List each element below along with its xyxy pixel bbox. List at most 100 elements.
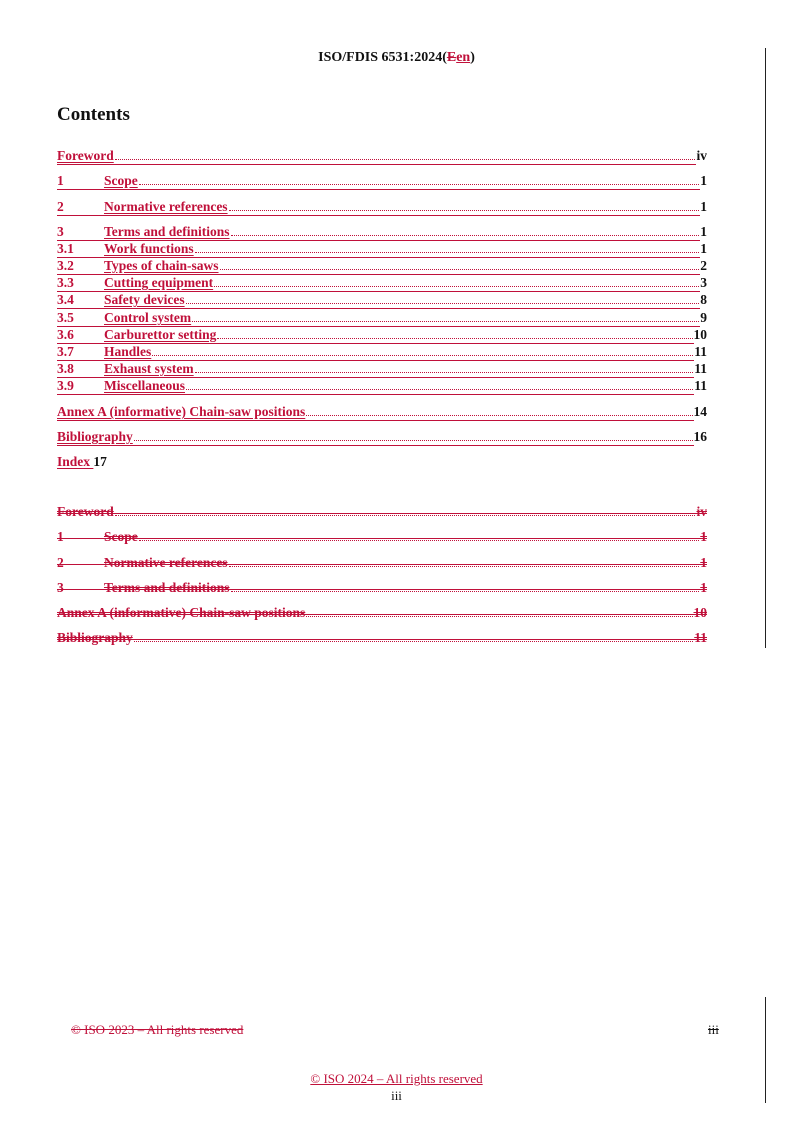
toc-entry-number: 2: [57, 555, 64, 570]
toc-leader-dots: [114, 159, 696, 160]
toc-leader-dots: [230, 235, 700, 236]
toc-entry-title: Terms and definitions: [104, 224, 230, 239]
insertion-underline: [57, 376, 694, 378]
toc-entry-page: 10: [693, 327, 708, 342]
toc-entry-number: 3.4: [57, 292, 74, 307]
toc-entry[interactable]: Bibliography 16: [57, 429, 708, 446]
toc-entry-number: 1: [57, 529, 64, 544]
insertion-underline: [57, 188, 700, 190]
toc-entry-page: 11: [694, 361, 707, 376]
header-deleted-lang: E: [446, 50, 457, 65]
toc-entry-label: 3.6 Carburettor setting: [57, 327, 216, 343]
footer-old-copyright: © ISO 2023 – All rights reserved: [71, 1022, 244, 1037]
toc-index-entry[interactable]: Index 17: [57, 454, 107, 470]
toc-entry[interactable]: Foreword iv: [57, 148, 707, 165]
toc-leader-dots: [217, 338, 693, 339]
toc-entry-page: 16: [693, 429, 708, 444]
toc-entry[interactable]: 3.4 Safety devices 8: [57, 292, 707, 309]
toc-entry-label: 3.8 Exhaust system: [57, 361, 194, 377]
insertion-underline: [57, 444, 694, 446]
toc-entry[interactable]: 3.2 Types of chain-saws 2: [57, 258, 707, 275]
toc-entry[interactable]: Annex A (informative) Chain-saw position…: [57, 605, 707, 621]
toc-entry-label: 2 Normative references: [57, 199, 228, 215]
insertion-underline: [57, 163, 696, 165]
toc-entry-title: Scope: [104, 173, 138, 188]
toc-entry[interactable]: Foreword iv: [57, 504, 707, 520]
toc-entry-title: Terms and definitions: [104, 580, 230, 595]
insertion-underline: [57, 359, 694, 361]
toc-entry-number: 3.3: [57, 275, 74, 290]
toc-leader-dots: [138, 184, 700, 185]
toc-entry-title: Annex A (informative) Chain-saw position…: [57, 404, 306, 419]
insertion-underline: [57, 239, 700, 241]
deletion-strike: [57, 639, 707, 641]
toc-leader-dots: [194, 372, 694, 373]
change-bar-footer: [765, 997, 766, 1103]
toc-entry-number: 3: [57, 224, 64, 239]
deletion-strike: [57, 538, 707, 540]
change-bar: [765, 48, 766, 648]
footer-new-page: iii: [391, 1088, 402, 1103]
insertion-underline: [57, 307, 700, 309]
toc-entry-page: 1: [700, 555, 707, 570]
toc-entry[interactable]: 3.8 Exhaust system 11: [57, 361, 707, 378]
toc-entry[interactable]: 1 Scope 1: [57, 529, 707, 545]
toc-leader-dots: [192, 321, 700, 322]
toc-entry[interactable]: Bibliography 11: [57, 630, 707, 646]
toc-entry[interactable]: 3.7 Handles 11: [57, 344, 707, 361]
toc-entry-page: 1: [700, 224, 707, 239]
toc-leader-dots: [230, 591, 700, 592]
footer-old-page: iii: [708, 1022, 719, 1037]
toc-entry-label: 3.3 Cutting equipment: [57, 275, 213, 291]
toc-entry[interactable]: 2 Normative references 1: [57, 555, 707, 571]
toc-entry[interactable]: 3.5 Control system 9: [57, 310, 707, 327]
toc-entry-label: Bibliography: [57, 429, 133, 445]
toc-entry-page: 2: [700, 258, 707, 273]
toc-leader-dots: [306, 616, 693, 617]
deletion-strike: [57, 614, 707, 616]
toc-entry[interactable]: 3.3 Cutting equipment 3: [57, 275, 707, 292]
toc-entry-page: 1: [700, 580, 707, 595]
toc-entry-title: Miscellaneous: [104, 378, 185, 393]
toc-leader-dots: [214, 286, 700, 287]
toc-entry-number: 3.6: [57, 327, 74, 342]
insertion-underline: [57, 273, 700, 275]
toc-entry[interactable]: 3.1 Work functions 1: [57, 241, 707, 258]
toc-entry-number: 3: [57, 580, 64, 595]
toc-leader-dots: [114, 515, 696, 516]
toc-entry[interactable]: 3.6 Carburettor setting 10: [57, 327, 708, 344]
toc-entry-page: 11: [694, 344, 707, 359]
toc-entry-number: 3.8: [57, 361, 74, 376]
toc-entry-number: 3.9: [57, 378, 74, 393]
toc-entry-label: 3.1 Work functions: [57, 241, 194, 257]
toc-entry-title: Normative references: [104, 555, 228, 570]
insertion-underline: [57, 256, 700, 258]
toc-entry-number: 1: [57, 173, 64, 188]
toc-entry[interactable]: 3.9 Miscellaneous 11: [57, 378, 707, 395]
deletion-strike: [57, 589, 707, 591]
toc-leader-dots: [152, 355, 694, 356]
toc-entry-number: 3.2: [57, 258, 74, 273]
toc-entry[interactable]: 1 Scope 1: [57, 173, 707, 190]
toc-entry[interactable]: 3 Terms and definitions 1: [57, 224, 707, 241]
toc-entry[interactable]: 2 Normative references 1: [57, 199, 707, 216]
insertion-underline: [57, 342, 694, 344]
toc-leader-dots: [194, 252, 700, 253]
toc-entry-title: Control system: [104, 310, 192, 325]
toc-leader-dots: [133, 641, 694, 642]
page-title: Contents: [57, 104, 130, 125]
toc-entry-page: 10: [693, 605, 708, 620]
toc-entry-title: Bibliography: [57, 630, 133, 645]
toc-entry[interactable]: 3 Terms and definitions 1: [57, 580, 707, 596]
deletion-strike: [57, 564, 707, 566]
toc-entry-label: 3.9 Miscellaneous: [57, 378, 185, 394]
toc-entry-page: 3: [700, 275, 707, 290]
toc-entry-label: Annex A (informative) Chain-saw position…: [57, 404, 305, 420]
toc-entry-title: Bibliography: [57, 429, 133, 444]
header-suffix: ): [470, 50, 475, 65]
toc-leader-dots: [133, 440, 693, 441]
toc-leader-dots: [138, 540, 700, 541]
insertion-underline: [57, 393, 694, 395]
toc-entry[interactable]: Annex A (informative) Chain-saw position…: [57, 404, 707, 421]
toc-entry-label: 3.5 Control system: [57, 310, 191, 326]
